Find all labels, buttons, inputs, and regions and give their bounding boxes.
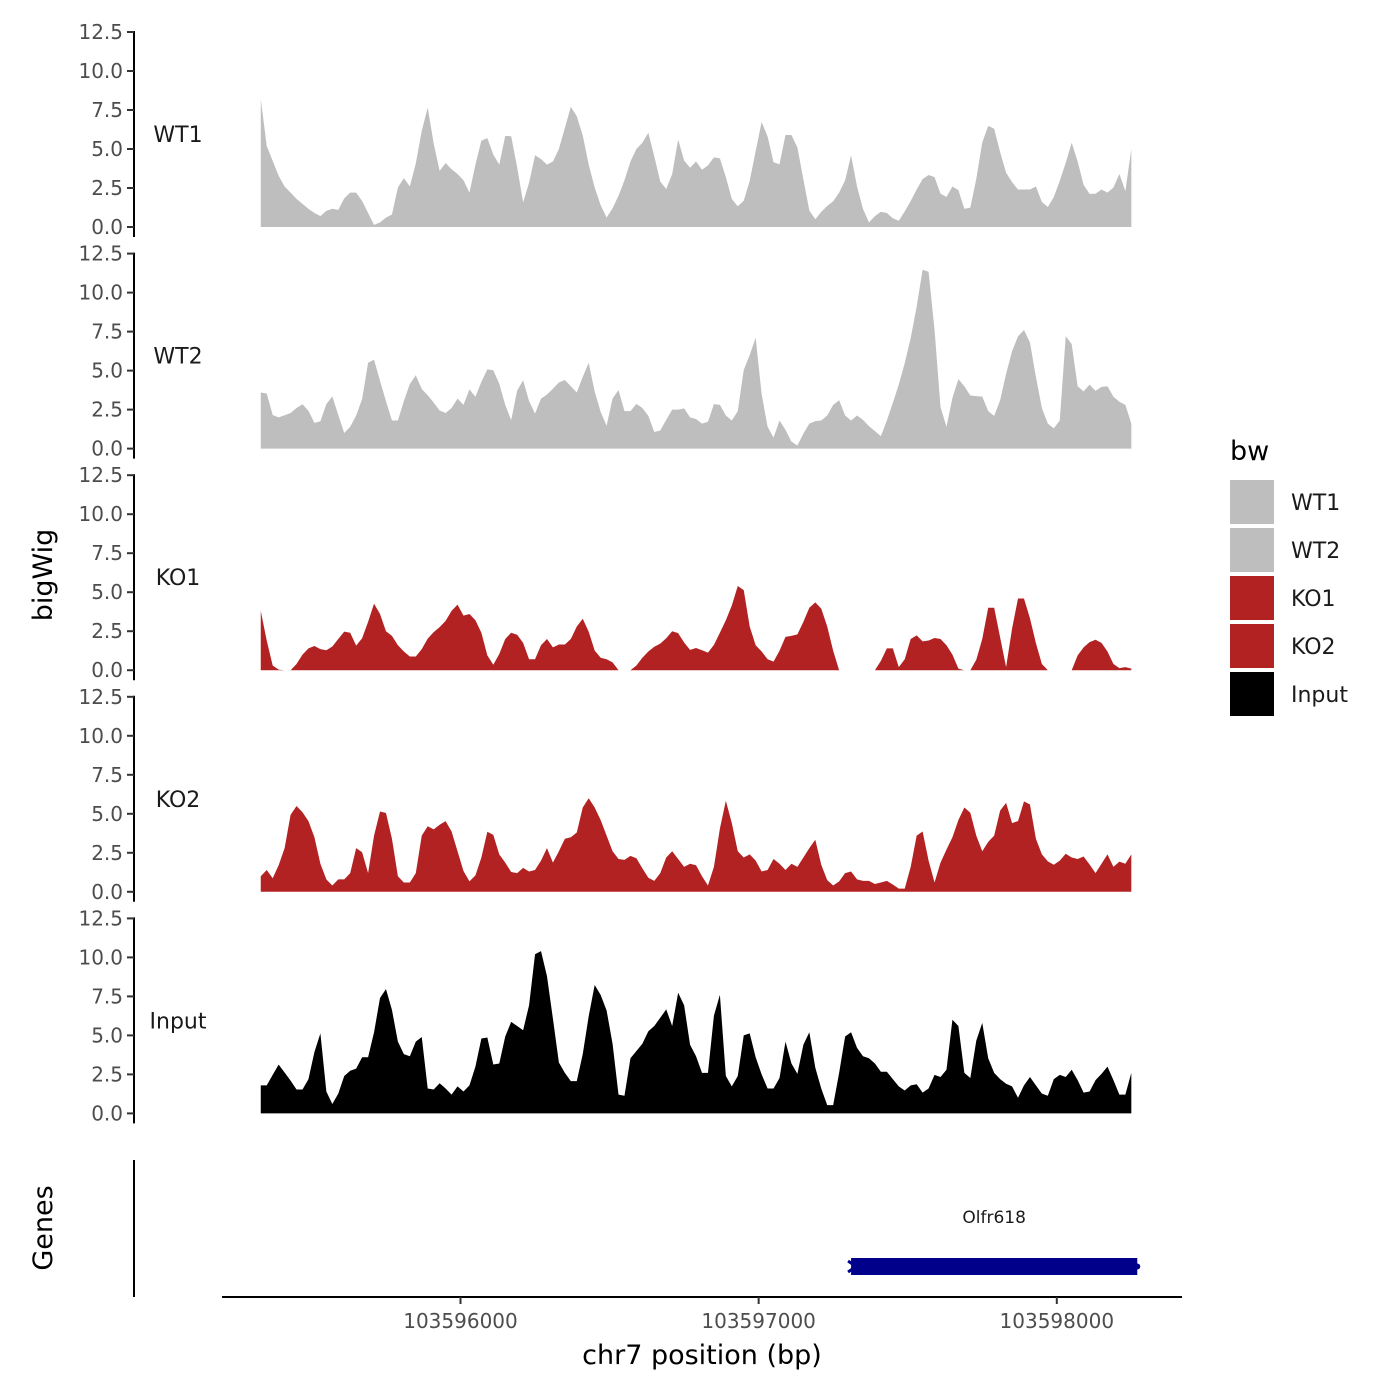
legend-item-ko1: KO1 bbox=[1230, 576, 1336, 620]
y-tick-label: 7.5 bbox=[91, 763, 123, 787]
y-tick-label: 12.5 bbox=[78, 906, 123, 930]
y-tick-label: 2.5 bbox=[91, 176, 123, 200]
legend-label: KO2 bbox=[1291, 635, 1336, 660]
coverage-tracks: 0.0 2.5 5.0 7.5 10.0 12.5 WT1 0.0 2.5 5.0 7.5 10.0 1… bbox=[78, 20, 1132, 1125]
y-tick-label: 10.0 bbox=[78, 724, 123, 748]
x-tick-label: 103596000 bbox=[403, 1309, 518, 1333]
legend-label: WT2 bbox=[1291, 539, 1340, 564]
y-tick-label: 12.5 bbox=[78, 20, 123, 44]
y-tick-label: 0.0 bbox=[91, 880, 123, 904]
y-tick-label: 5.0 bbox=[91, 359, 123, 383]
y-tick-label: 2.5 bbox=[91, 619, 123, 643]
strand-arrow-icon bbox=[847, 1259, 859, 1274]
legend-item-input: Input bbox=[1230, 672, 1348, 716]
legend: bw WT1 WT2 KO1 KO2 Input bbox=[1230, 436, 1348, 716]
track-label: WT2 bbox=[153, 345, 202, 370]
legend-title: bw bbox=[1230, 436, 1269, 467]
y-tick-label: 0.0 bbox=[91, 437, 123, 461]
track-ko1: 0.0 2.5 5.0 7.5 10.0 12.5 KO1 bbox=[78, 463, 1132, 682]
gene-body bbox=[851, 1258, 1138, 1275]
y-tick-label: 0.0 bbox=[91, 1101, 123, 1125]
y-tick-label: 10.0 bbox=[78, 945, 123, 969]
coverage-area-wt1 bbox=[260, 99, 1132, 227]
y-tick-label: 2.5 bbox=[91, 1062, 123, 1086]
y-tick-label: 12.5 bbox=[78, 463, 123, 487]
legend-swatch bbox=[1230, 480, 1274, 524]
legend-label: WT1 bbox=[1291, 491, 1340, 516]
legend-swatch bbox=[1230, 528, 1274, 572]
y-tick-label: 0.0 bbox=[91, 215, 123, 239]
y-tick-label: 2.5 bbox=[91, 841, 123, 865]
track-ko2: 0.0 2.5 5.0 7.5 10.0 12.5 KO2 bbox=[78, 685, 1132, 904]
track-wt1: 0.0 2.5 5.0 7.5 10.0 12.5 WT1 bbox=[78, 20, 1132, 239]
y-tick-label: 5.0 bbox=[91, 802, 123, 826]
y-tick-label: 0.0 bbox=[91, 658, 123, 682]
y-tick-label: 7.5 bbox=[91, 98, 123, 122]
legend-label: Input bbox=[1291, 683, 1348, 708]
y-tick-label: 5.0 bbox=[91, 1023, 123, 1047]
y-tick-label: 12.5 bbox=[78, 242, 123, 266]
y-axis-title: bigWig bbox=[28, 529, 59, 622]
y-tick-label: 10.0 bbox=[78, 281, 123, 305]
legend-swatch bbox=[1230, 576, 1274, 620]
x-axis: 103596000 103597000 103598000 bbox=[222, 1296, 1182, 1333]
coverage-area-ko1 bbox=[260, 585, 1132, 671]
gene-label: Olfr618 bbox=[962, 1208, 1026, 1228]
legend-item-ko2: KO2 bbox=[1230, 624, 1336, 668]
y-tick-label: 7.5 bbox=[91, 541, 123, 565]
track-input: 0.0 2.5 5.0 7.5 10.0 12.5 Input bbox=[78, 906, 1132, 1125]
track-label: KO2 bbox=[156, 788, 201, 813]
y-tick-label: 7.5 bbox=[91, 320, 123, 344]
track-label: Input bbox=[150, 1009, 207, 1034]
x-tick-label: 103597000 bbox=[701, 1309, 816, 1333]
y-tick-label: 5.0 bbox=[91, 580, 123, 604]
legend-item-wt1: WT1 bbox=[1230, 480, 1340, 524]
track-label: WT1 bbox=[153, 123, 202, 148]
coverage-area-wt2 bbox=[260, 269, 1132, 449]
track-wt2: 0.0 2.5 5.0 7.5 10.0 12.5 WT2 bbox=[78, 242, 1132, 461]
legend-swatch bbox=[1230, 672, 1274, 716]
y-tick-label: 10.0 bbox=[78, 502, 123, 526]
y-tick-label: 7.5 bbox=[91, 984, 123, 1008]
y-tick-label: 5.0 bbox=[91, 137, 123, 161]
y-tick-label: 12.5 bbox=[78, 685, 123, 709]
x-axis-title: chr7 position (bp) bbox=[582, 1340, 822, 1371]
genes-axis-title: Genes bbox=[28, 1185, 59, 1270]
legend-item-wt2: WT2 bbox=[1230, 528, 1340, 572]
legend-label: KO1 bbox=[1291, 587, 1336, 612]
gene-olfr618: Olfr618 bbox=[847, 1208, 1141, 1275]
coverage-area-input bbox=[260, 951, 1132, 1114]
y-tick-label: 2.5 bbox=[91, 398, 123, 422]
gene-end-marker bbox=[1134, 1263, 1141, 1270]
x-tick-label: 103598000 bbox=[1000, 1309, 1115, 1333]
track-label: KO1 bbox=[156, 566, 201, 591]
legend-swatch bbox=[1230, 624, 1274, 668]
y-tick-label: 10.0 bbox=[78, 59, 123, 83]
coverage-area-ko2 bbox=[260, 798, 1132, 892]
genes-panel: Olfr618 bbox=[133, 1160, 1141, 1297]
